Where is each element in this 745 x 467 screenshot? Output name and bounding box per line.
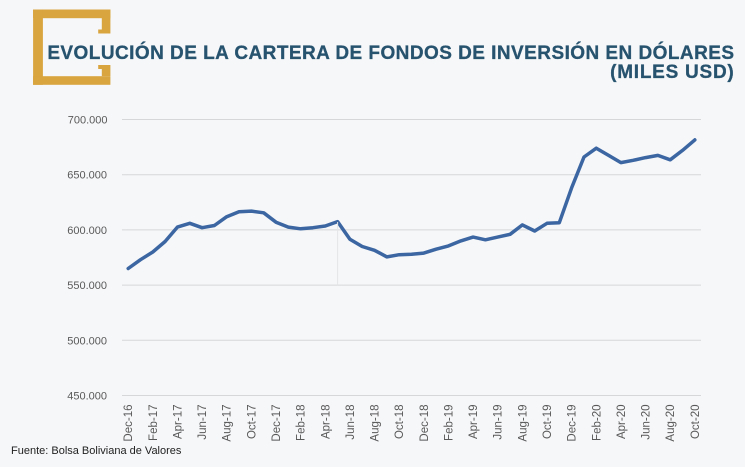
svg-text:450.000: 450.000 xyxy=(67,391,107,403)
svg-text:Jun-18: Jun-18 xyxy=(345,405,357,440)
svg-text:600.000: 600.000 xyxy=(67,225,107,237)
svg-text:Dec-16: Dec-16 xyxy=(123,405,135,442)
svg-text:Oct-20: Oct-20 xyxy=(690,405,702,440)
svg-text:650.000: 650.000 xyxy=(67,170,107,182)
svg-text:Feb-19: Feb-19 xyxy=(444,405,456,441)
svg-text:Feb-18: Feb-18 xyxy=(296,405,308,441)
svg-text:Feb-20: Feb-20 xyxy=(591,405,603,441)
svg-text:Jun-17: Jun-17 xyxy=(197,405,209,440)
svg-text:Apr-20: Apr-20 xyxy=(616,405,628,440)
svg-text:Oct-19: Oct-19 xyxy=(542,405,554,440)
svg-text:Aug-19: Aug-19 xyxy=(517,405,529,442)
svg-text:Apr-19: Apr-19 xyxy=(468,405,480,440)
svg-text:Oct-17: Oct-17 xyxy=(246,405,258,440)
svg-text:Aug-18: Aug-18 xyxy=(370,405,382,442)
svg-text:500.000: 500.000 xyxy=(67,335,107,347)
svg-text:Apr-18: Apr-18 xyxy=(320,405,332,440)
svg-text:700.000: 700.000 xyxy=(68,115,108,127)
svg-text:Oct-18: Oct-18 xyxy=(394,405,406,440)
svg-text:Dec-19: Dec-19 xyxy=(567,405,579,442)
svg-text:Dec-17: Dec-17 xyxy=(271,405,283,442)
svg-text:Jun-19: Jun-19 xyxy=(493,405,505,440)
svg-text:Jun-20: Jun-20 xyxy=(641,405,653,440)
svg-text:Aug-20: Aug-20 xyxy=(665,405,677,442)
svg-text:Apr-17: Apr-17 xyxy=(172,405,184,440)
svg-text:550.000: 550.000 xyxy=(67,280,107,292)
svg-text:Dec-18: Dec-18 xyxy=(419,405,431,442)
svg-text:Aug-17: Aug-17 xyxy=(222,405,234,442)
svg-text:Feb-17: Feb-17 xyxy=(148,405,160,441)
